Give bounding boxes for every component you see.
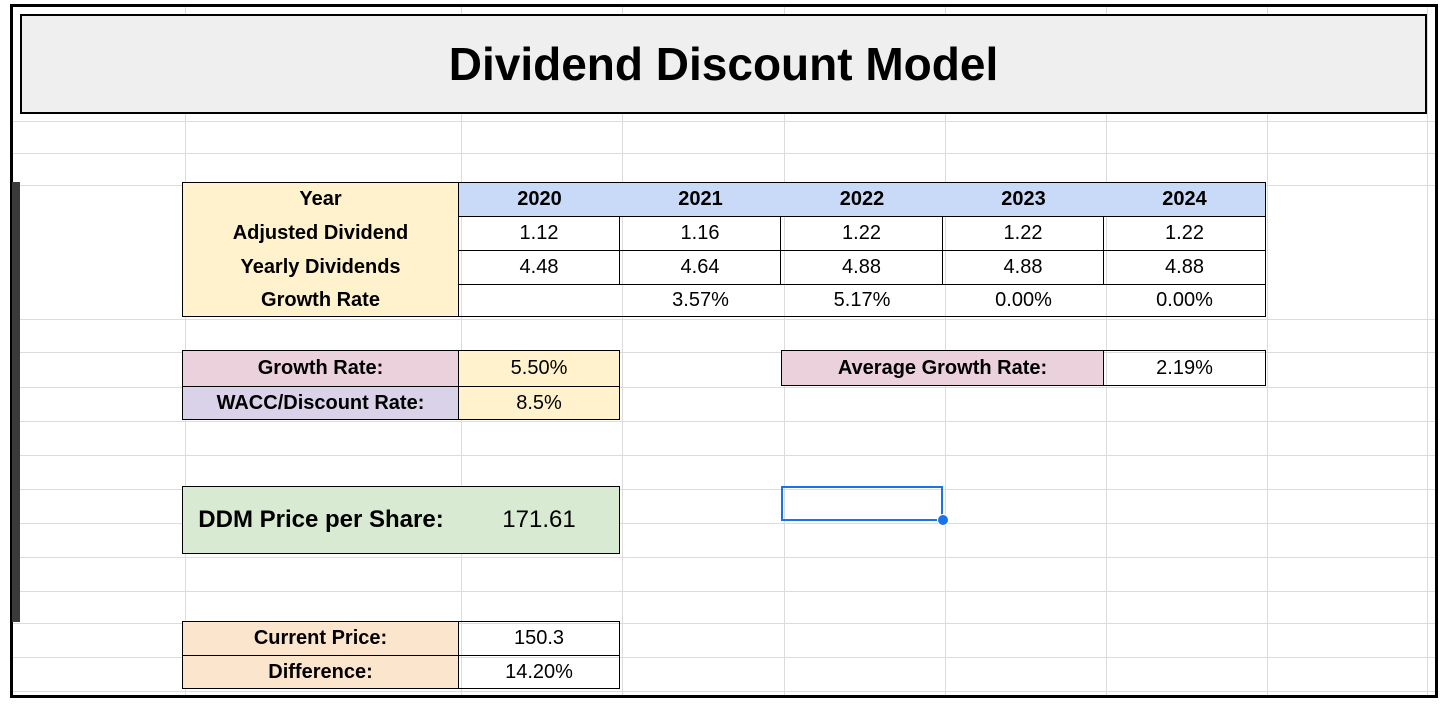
wacc-value[interactable]: 8.5% xyxy=(459,386,620,420)
growth-rate-cell[interactable]: 3.57% xyxy=(620,284,781,317)
row-label-growth-rate[interactable]: Growth Rate xyxy=(182,284,459,317)
year-header[interactable]: 2022 xyxy=(781,182,943,216)
left-scroll-bar xyxy=(12,182,20,622)
grid-line xyxy=(13,691,1435,692)
grid-line xyxy=(13,421,1435,422)
ddm-price-value[interactable]: 171.61 xyxy=(459,486,620,554)
grid-line xyxy=(1427,7,1428,695)
year-header[interactable]: 2020 xyxy=(459,182,620,216)
grid-line xyxy=(1106,7,1107,695)
grid-line xyxy=(13,557,1435,558)
adjusted-dividend-cell[interactable]: 1.12 xyxy=(459,216,620,250)
grid-line xyxy=(1267,7,1268,695)
difference-value[interactable]: 14.20% xyxy=(459,655,620,689)
growth-rate-input-label[interactable]: Growth Rate: xyxy=(182,350,459,386)
average-growth-label[interactable]: Average Growth Rate: xyxy=(781,350,1104,386)
row-label-year[interactable]: Year xyxy=(182,182,459,216)
grid-line xyxy=(13,121,1435,122)
selected-cell[interactable] xyxy=(781,486,943,521)
ddm-price-label[interactable]: DDM Price per Share: xyxy=(182,486,459,554)
yearly-dividends-cell[interactable]: 4.64 xyxy=(620,250,781,284)
growth-rate-cell[interactable]: 5.17% xyxy=(781,284,943,317)
yearly-dividends-cell[interactable]: 4.88 xyxy=(943,250,1104,284)
grid-line xyxy=(13,657,1435,658)
grid-line xyxy=(13,523,1435,524)
row-label-adjusted-dividend[interactable]: Adjusted Dividend xyxy=(182,216,459,250)
growth-rate-cell[interactable]: 0.00% xyxy=(943,284,1104,317)
growth-rate-input-value[interactable]: 5.50% xyxy=(459,350,620,386)
page-title: Dividend Discount Model xyxy=(448,38,999,90)
row-label-yearly-dividends[interactable]: Yearly Dividends xyxy=(182,250,459,284)
growth-rate-cell[interactable] xyxy=(459,284,620,317)
yearly-dividends-cell[interactable]: 4.88 xyxy=(1104,250,1266,284)
adjusted-dividend-cell[interactable]: 1.22 xyxy=(781,216,943,250)
grid-line xyxy=(13,352,1435,353)
difference-label[interactable]: Difference: xyxy=(182,655,459,689)
wacc-label[interactable]: WACC/Discount Rate: xyxy=(182,386,459,420)
adjusted-dividend-cell[interactable]: 1.22 xyxy=(943,216,1104,250)
year-header[interactable]: 2024 xyxy=(1104,182,1266,216)
growth-rate-cell[interactable]: 0.00% xyxy=(1104,284,1266,317)
title-banner: Dividend Discount Model xyxy=(20,14,1427,114)
adjusted-dividend-cell[interactable]: 1.22 xyxy=(1104,216,1266,250)
year-header[interactable]: 2023 xyxy=(943,182,1104,216)
grid-line xyxy=(13,591,1435,592)
fill-handle[interactable] xyxy=(937,514,949,526)
grid-line xyxy=(13,319,1435,320)
grid-line xyxy=(13,153,1435,154)
grid-line xyxy=(13,489,1435,490)
yearly-dividends-cell[interactable]: 4.88 xyxy=(781,250,943,284)
grid-line xyxy=(13,455,1435,456)
grid-line xyxy=(13,623,1435,624)
grid-line xyxy=(622,7,623,695)
adjusted-dividend-cell[interactable]: 1.16 xyxy=(620,216,781,250)
average-growth-value[interactable]: 2.19% xyxy=(1104,350,1266,386)
current-price-label[interactable]: Current Price: xyxy=(182,621,459,655)
current-price-value[interactable]: 150.3 xyxy=(459,621,620,655)
year-header[interactable]: 2021 xyxy=(620,182,781,216)
yearly-dividends-cell[interactable]: 4.48 xyxy=(459,250,620,284)
grid-line xyxy=(13,387,1435,388)
